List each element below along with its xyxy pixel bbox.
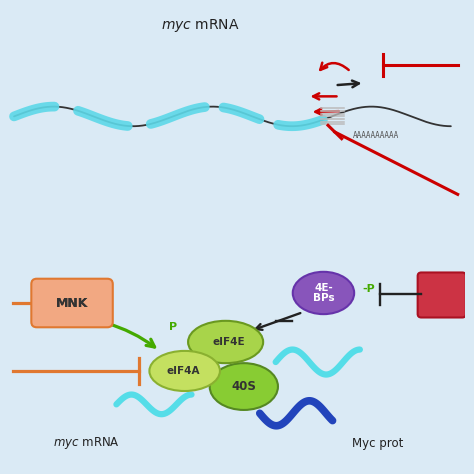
Text: $\it{myc}$ mRNA: $\it{myc}$ mRNA <box>54 435 120 451</box>
FancyBboxPatch shape <box>31 279 113 327</box>
Text: MNK: MNK <box>56 297 89 310</box>
Text: MNK: MNK <box>56 297 89 310</box>
Text: eIF4E: eIF4E <box>212 337 245 347</box>
Text: 4E-
BPs: 4E- BPs <box>313 283 334 303</box>
Text: AAAAAAAAAA: AAAAAAAAAA <box>353 131 399 140</box>
FancyBboxPatch shape <box>3 7 471 235</box>
Ellipse shape <box>149 351 220 391</box>
Text: -P: -P <box>362 283 375 293</box>
Text: P: P <box>169 322 177 332</box>
FancyBboxPatch shape <box>3 239 471 467</box>
Ellipse shape <box>210 363 278 410</box>
Text: 40S: 40S <box>231 380 256 393</box>
Text: eIF4A: eIF4A <box>166 366 200 376</box>
Text: $\it{myc}$ mRNA: $\it{myc}$ mRNA <box>161 17 240 34</box>
Ellipse shape <box>188 321 263 363</box>
Ellipse shape <box>293 272 354 314</box>
FancyBboxPatch shape <box>418 273 466 318</box>
Text: Myc prot: Myc prot <box>352 437 404 450</box>
